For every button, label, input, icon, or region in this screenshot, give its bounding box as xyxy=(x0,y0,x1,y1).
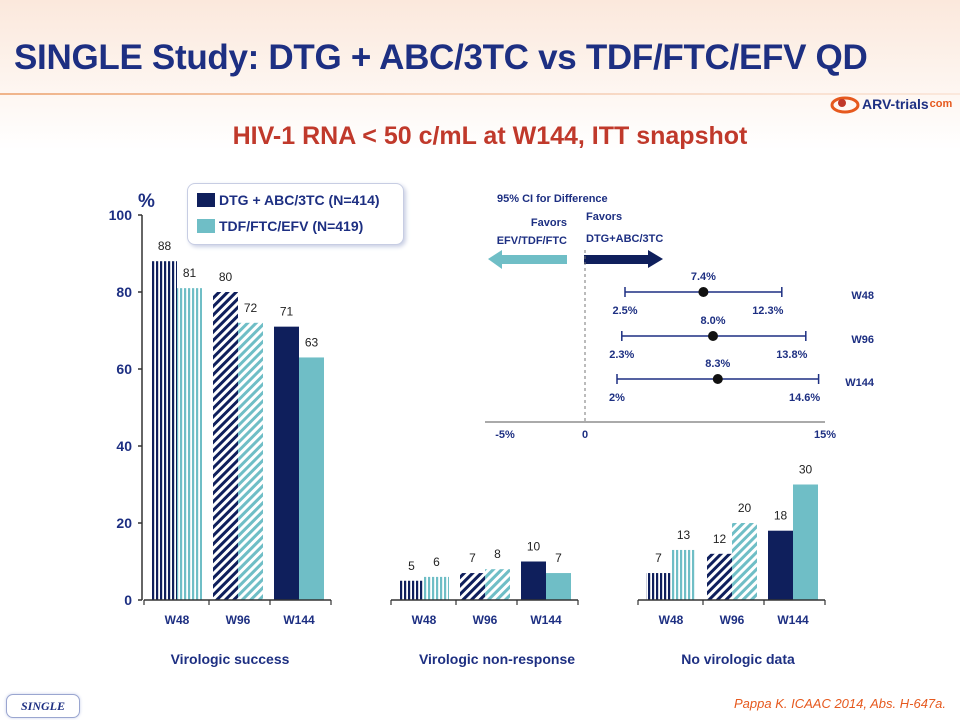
favors-left-line2: EFV/TDF/FTC xyxy=(497,235,567,247)
estimate-label: 7.4% xyxy=(691,271,716,283)
data-label-dtg: 7 xyxy=(469,551,476,565)
x-tick-label: W48 xyxy=(659,613,684,627)
x-tick-label: W48 xyxy=(412,613,437,627)
bar-tdf xyxy=(546,573,571,600)
ci-upper-label: 13.8% xyxy=(776,349,807,361)
group-label: Virologic non-response xyxy=(419,651,575,667)
bar-tdf xyxy=(485,569,510,600)
data-label-tdf: 72 xyxy=(244,301,258,315)
logo-text: ARV-trials xyxy=(862,96,929,112)
x-tick-label: W96 xyxy=(226,613,251,627)
data-label-dtg: 12 xyxy=(713,532,727,546)
forest-title: 95% CI for Difference xyxy=(497,193,608,205)
legend xyxy=(187,183,404,245)
y-tick-label: 40 xyxy=(116,438,132,454)
legend-item-tdf: TDF/FTC/EFV (N=419) xyxy=(197,218,363,234)
data-label-dtg: 7 xyxy=(655,551,662,565)
forest-row-label: W48 xyxy=(851,290,874,302)
data-label-tdf: 20 xyxy=(738,501,752,515)
favors-left-line1: Favors xyxy=(531,217,567,229)
forest-row-label: W144 xyxy=(845,377,875,389)
x-tick-label: W144 xyxy=(777,613,809,627)
x-tick-label: W144 xyxy=(530,613,562,627)
data-label-tdf: 6 xyxy=(433,555,440,569)
logo-suffix: com xyxy=(929,98,953,110)
ci-lower-label: 2% xyxy=(609,392,625,404)
bar-tdf xyxy=(793,484,818,600)
bar-dtg xyxy=(213,292,238,600)
legend-label-dtg: DTG + ABC/3TC (N=414) xyxy=(219,192,380,208)
legend-swatch-dtg xyxy=(197,193,215,207)
forest-x-tick-label: 15% xyxy=(814,429,836,441)
y-tick-label: 60 xyxy=(116,361,132,377)
bar-dtg xyxy=(521,561,546,600)
forest-x-tick-label: -5% xyxy=(495,429,515,441)
data-label-tdf: 81 xyxy=(183,266,197,280)
point-estimate xyxy=(712,374,723,384)
data-label-dtg: 71 xyxy=(280,305,294,319)
x-tick-label: W96 xyxy=(473,613,498,627)
data-label-tdf: 30 xyxy=(799,463,813,477)
x-tick-label: W48 xyxy=(165,613,190,627)
data-label-tdf: 7 xyxy=(555,551,562,565)
point-estimate xyxy=(708,331,718,341)
favors-left-arrow-icon xyxy=(488,250,567,269)
forest-x-tick-label: 0 xyxy=(582,429,588,441)
study-tag-button[interactable]: SINGLE xyxy=(6,694,80,718)
bar-tdf xyxy=(424,576,449,600)
data-label-tdf: 13 xyxy=(677,528,691,542)
ci-lower-label: 2.3% xyxy=(609,349,634,361)
legend-swatch-tdf xyxy=(197,219,215,233)
x-tick-label: W144 xyxy=(283,613,315,627)
bar-dtg xyxy=(399,580,424,600)
slide-subtitle: HIV-1 RNA < 50 c/mL at W144, ITT snapsho… xyxy=(232,122,748,150)
bar-dtg xyxy=(460,573,485,600)
data-label-tdf: 8 xyxy=(494,547,501,561)
group-label: No virologic data xyxy=(681,651,795,667)
point-estimate xyxy=(698,287,709,297)
data-label-dtg: 5 xyxy=(408,559,415,573)
estimate-label: 8.0% xyxy=(700,315,725,327)
y-tick-label: 20 xyxy=(116,515,132,531)
estimate-label: 8.3% xyxy=(705,358,730,370)
x-tick-label: W96 xyxy=(720,613,745,627)
title-divider xyxy=(0,93,960,95)
y-tick-label: 0 xyxy=(124,592,132,608)
arv-trials-logo: ARV-trials com xyxy=(830,93,952,115)
bar-tdf xyxy=(732,523,757,600)
group-label: Virologic success xyxy=(171,651,290,667)
bar-dtg xyxy=(152,261,177,600)
bar-tdf xyxy=(238,322,263,600)
favors-right-line1: Favors xyxy=(586,211,622,223)
bar-tdf xyxy=(299,357,324,600)
bar-dtg xyxy=(768,530,793,600)
ci-upper-label: 14.6% xyxy=(789,392,820,404)
bar-tdf xyxy=(177,288,202,600)
reference-citation: Pappa K. ICAAC 2014, Abs. H-647a. xyxy=(734,696,946,711)
favors-right-line2: DTG+ABC/3TC xyxy=(586,233,663,245)
y-tick-label: 80 xyxy=(116,284,132,300)
legend-label-tdf: TDF/FTC/EFV (N=419) xyxy=(219,218,364,234)
bar-dtg xyxy=(646,573,671,600)
y-axis-label: % xyxy=(138,191,155,212)
y-tick-label: 100 xyxy=(109,207,133,223)
data-label-dtg: 88 xyxy=(158,239,172,253)
data-label-dtg: 80 xyxy=(219,270,233,284)
forest-row-label: W96 xyxy=(851,334,874,346)
data-label-tdf: 63 xyxy=(305,335,319,349)
bar-tdf xyxy=(671,549,696,600)
bar-dtg xyxy=(707,553,732,600)
ci-upper-label: 12.3% xyxy=(752,305,783,317)
logo-swirl-icon xyxy=(830,96,860,114)
favors-right-arrow-icon xyxy=(584,250,663,268)
data-label-dtg: 10 xyxy=(527,540,541,554)
slide-title: SINGLE Study: DTG + ABC/3TC vs TDF/FTC/E… xyxy=(14,38,868,77)
data-label-dtg: 18 xyxy=(774,509,788,523)
legend-item-dtg: DTG + ABC/3TC (N=414) xyxy=(197,192,380,208)
bar-dtg xyxy=(274,326,299,600)
ci-lower-label: 2.5% xyxy=(612,305,637,317)
